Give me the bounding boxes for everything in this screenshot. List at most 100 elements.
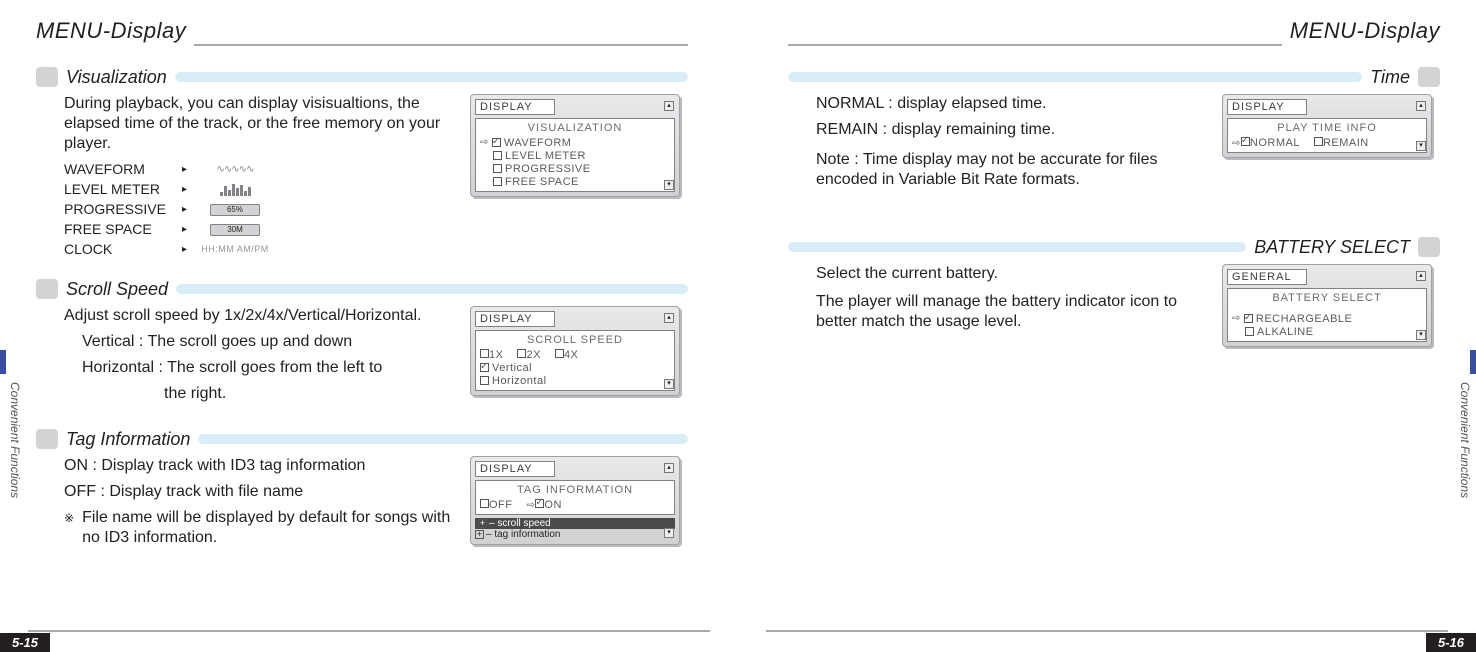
lcd-heading: TAG INFORMATION xyxy=(480,484,670,496)
page-spread: MENU-Display Visualization During playba… xyxy=(0,0,1476,652)
lcd-visualization: ▴▾ DISPLAY VISUALIZATION ⇨WAVEFORM LEVEL… xyxy=(470,94,688,260)
scroll-up-icon: ▴ xyxy=(664,313,674,323)
tag-note: File name will be displayed by default f… xyxy=(82,508,458,548)
checkbox-icon xyxy=(1314,137,1323,146)
section-bar xyxy=(175,72,688,82)
tag-line1: ON : Display track with ID3 tag informat… xyxy=(64,456,458,476)
lcd-tag: ▴▾ DISPLAY TAG INFORMATION OFF ⇨ON +– sc… xyxy=(470,456,688,548)
scroll-down-icon: ▾ xyxy=(664,379,674,389)
checkbox-icon xyxy=(493,151,502,160)
viz-row: FREE SPACE ▸ 30M xyxy=(64,220,458,240)
time-note: Note : Time display may not be accurate … xyxy=(816,150,1210,190)
lcd-tab: DISPLAY xyxy=(475,461,555,477)
viz-row: PROGRESSIVE ▸ 65% xyxy=(64,200,458,220)
title-row: MENU-Display xyxy=(788,18,1440,48)
lcd-heading: PLAY TIME INFO xyxy=(1232,122,1422,134)
side-tab: Convenient Functions xyxy=(4,370,22,510)
scroll-sub1: Vertical : The scroll goes up and down xyxy=(64,332,458,352)
side-tab-label: Convenient Functions xyxy=(8,382,22,498)
checkbox-icon xyxy=(493,177,502,186)
time-line2: REMAIN : display remaining time. xyxy=(816,120,1210,140)
tree-item: scroll speed xyxy=(497,518,550,529)
lcd-inner: VISUALIZATION ⇨WAVEFORM LEVEL METER PROG… xyxy=(475,118,675,192)
section-body-battery: Select the current battery. The player w… xyxy=(788,258,1440,347)
section-bar xyxy=(788,242,1246,252)
checkbox-icon xyxy=(1244,314,1253,323)
page-footer: 5-15 xyxy=(0,630,738,652)
section-body-tag: ON : Display track with ID3 tag informat… xyxy=(36,450,688,548)
viz-row: LEVEL METER ▸ xyxy=(64,180,458,200)
lcd-scrollbar: ▴▾ xyxy=(664,313,674,389)
lcd-item: FREE SPACE xyxy=(505,176,579,188)
section-label: Visualization xyxy=(58,67,175,88)
viz-option-label: PROGRESSIVE xyxy=(64,201,182,219)
section-body-scroll: Adjust scroll speed by 1x/2x/4x/Vertical… xyxy=(36,300,688,410)
section-bar xyxy=(176,284,688,294)
scroll-sub2b: the right. xyxy=(64,384,458,404)
section-header-battery: BATTERY SELECT xyxy=(788,236,1440,258)
scroll-up-icon: ▴ xyxy=(664,463,674,473)
lcd-item: Horizontal xyxy=(492,375,547,387)
scroll-desc: Adjust scroll speed by 1x/2x/4x/Vertical… xyxy=(64,306,458,326)
viz-option-label: WAVEFORM xyxy=(64,161,182,179)
lcd-inner: BATTERY SELECT ⇨RECHARGEABLE ALKALINE xyxy=(1227,288,1427,342)
lcd-tab: GENERAL xyxy=(1227,269,1307,285)
side-tab-accent xyxy=(0,350,6,374)
lcd-item: ALKALINE xyxy=(1257,326,1314,338)
cursor-icon: ⇨ xyxy=(480,137,489,148)
checkbox-icon xyxy=(1241,137,1250,146)
lcd-scrollbar: ▴▾ xyxy=(664,463,674,538)
scroll-down-icon: ▾ xyxy=(1416,330,1426,340)
page-title: MENU-Display xyxy=(36,18,186,44)
footer-rule xyxy=(766,630,1448,632)
checkbox-icon xyxy=(492,138,501,147)
checkbox-icon xyxy=(480,363,489,372)
arrow-icon: ▸ xyxy=(182,244,200,257)
lcd-tab: DISPLAY xyxy=(475,311,555,327)
lcd-item: RECHARGEABLE xyxy=(1256,313,1352,325)
viz-row: WAVEFORM ▸ ∿∿∿∿∿ xyxy=(64,160,458,180)
lcd-heading: VISUALIZATION xyxy=(480,122,670,134)
arrow-icon: ▸ xyxy=(182,164,200,177)
scroll-up-icon: ▴ xyxy=(1416,271,1426,281)
lcd-item: REMAIN xyxy=(1323,137,1369,149)
section-cap-icon xyxy=(1418,67,1440,87)
viz-options-table: WAVEFORM ▸ ∿∿∿∿∿ LEVEL METER ▸ PROGRESSI… xyxy=(64,160,458,260)
viz-option-label: CLOCK xyxy=(64,241,182,259)
viz-option-label: LEVEL METER xyxy=(64,181,182,199)
page-number: 5-15 xyxy=(0,633,50,652)
tag-line2: OFF : Display track with file name xyxy=(64,482,458,502)
waveform-icon: ∿∿∿∿∿ xyxy=(200,163,270,177)
arrow-icon: ▸ xyxy=(182,184,200,197)
lcd-tab: DISPLAY xyxy=(1227,99,1307,115)
section-text: ON : Display track with ID3 tag informat… xyxy=(64,456,458,548)
scroll-down-icon: ▾ xyxy=(664,180,674,190)
tree-item: tag information xyxy=(494,529,560,540)
section-cap-icon xyxy=(1418,237,1440,257)
section-label: Tag Information xyxy=(58,429,198,450)
lcd-item: WAVEFORM xyxy=(504,137,572,149)
freespace-icon: 30M xyxy=(200,223,270,237)
checkbox-icon xyxy=(493,164,502,173)
section-body-visualization: During playback, you can display visisua… xyxy=(36,88,688,260)
arrow-icon: ▸ xyxy=(182,224,200,237)
side-tab: Convenient Functions xyxy=(1454,370,1472,510)
lcd-item: ON xyxy=(544,499,562,511)
lcd-battery: ▴ ▾ GENERAL BATTERY SELECT ⇨RECHARGEABLE … xyxy=(1222,264,1440,347)
side-tab-label: Convenient Functions xyxy=(1458,382,1472,498)
lcd-item: 1X xyxy=(489,349,503,361)
checkbox-icon xyxy=(480,499,489,508)
cursor-icon: ⇨ xyxy=(1232,138,1241,149)
section-label: Time xyxy=(1362,67,1418,88)
cursor-icon: ⇨ xyxy=(527,500,536,511)
page-right: MENU-Display Time NORMAL : display elaps… xyxy=(738,0,1476,652)
lcd-inner: TAG INFORMATION OFF ⇨ON xyxy=(475,480,675,515)
scroll-down-icon: ▾ xyxy=(1416,141,1426,151)
lcd-heading: BATTERY SELECT xyxy=(1232,292,1422,304)
checkbox-icon xyxy=(1245,327,1254,336)
checkbox-icon xyxy=(480,376,489,385)
side-tab-accent xyxy=(1470,350,1476,374)
section-header-scroll: Scroll Speed xyxy=(36,278,688,300)
lcd-inner: PLAY TIME INFO ⇨NORMAL REMAIN xyxy=(1227,118,1427,153)
page-left: MENU-Display Visualization During playba… xyxy=(0,0,738,652)
